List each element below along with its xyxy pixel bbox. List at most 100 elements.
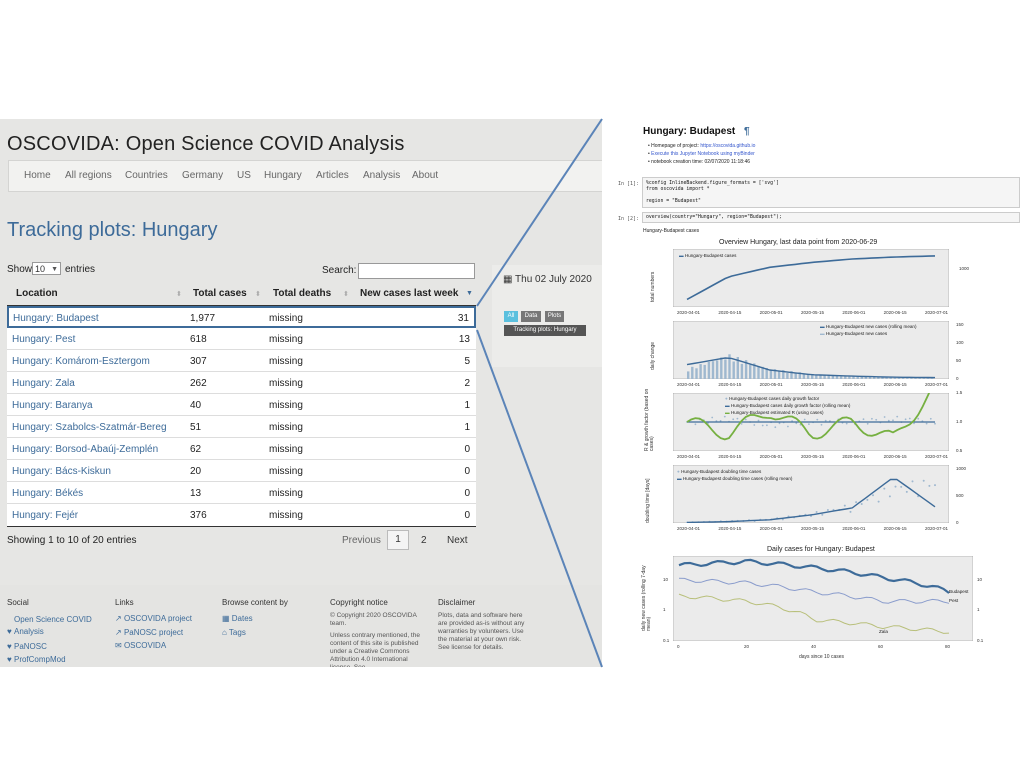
bar-new-cases [806, 373, 810, 379]
nav-countries[interactable]: Countries [125, 170, 168, 181]
point-growth [887, 419, 890, 422]
pagination-previous[interactable]: Previous [342, 535, 381, 546]
point-doubling [843, 504, 846, 507]
table-row[interactable]: Hungary: Borsod-Abaúj-Zemplén 62 missing… [7, 438, 476, 460]
cell-new-cases: 31 [457, 313, 469, 324]
table-row[interactable]: Hungary: Békés 13 missing 0 [7, 482, 476, 504]
point-growth [875, 418, 878, 421]
tag-plots[interactable]: Plots [545, 311, 564, 322]
legend-doubling-rolling: ▬ Hungary-Budapest doubling time cases (… [677, 476, 793, 481]
cell-location[interactable]: Hungary: Békés [12, 488, 84, 499]
cell-new-cases: 0 [464, 510, 470, 521]
table-row[interactable]: Hungary: Zala 262 missing 2 [7, 372, 476, 394]
series-line-rolling [686, 357, 936, 379]
cell-total-cases: 40 [190, 400, 202, 411]
footer-copyright-heading: Copyright notice [330, 598, 388, 607]
table-row[interactable]: Hungary: Baranya 40 missing 1 [7, 394, 476, 416]
col-total-deaths[interactable]: Total deaths [273, 288, 332, 299]
point-doubling [821, 513, 824, 516]
table-row[interactable]: Hungary: Bács-Kiskun 20 missing 0 [7, 460, 476, 482]
entries-select[interactable]: 10 ▼ [32, 262, 61, 275]
point-growth [824, 419, 827, 422]
code-line: overview(country="Hungary", region="Buda… [646, 215, 782, 220]
cell-location[interactable]: Hungary: Fejér [12, 510, 79, 521]
nav-analysis[interactable]: Analysis [363, 170, 401, 181]
footer-browse-tags[interactable]: ⌂ Tags [222, 628, 246, 637]
anchor-icon[interactable]: ¶ [744, 126, 750, 137]
cell-location[interactable]: Hungary: Zala [12, 378, 75, 389]
cell-location[interactable]: Hungary: Pest [12, 334, 76, 345]
footer-link-oscovida-email[interactable]: ✉ OSCOVIDA [115, 641, 166, 650]
bar-new-cases [881, 377, 884, 379]
col-new-cases[interactable]: New cases last week [360, 288, 459, 299]
footer-links-heading: Links [115, 598, 134, 607]
nav-home[interactable]: Home [24, 170, 51, 181]
nav-germany[interactable]: Germany [182, 170, 224, 181]
table-row[interactable]: Hungary: Fejér 376 missing 0 [7, 504, 476, 526]
point-growth [871, 417, 873, 420]
col-total-cases[interactable]: Total cases [193, 288, 247, 299]
bar-new-cases [749, 364, 752, 379]
bar-new-cases [724, 359, 727, 379]
point-growth [925, 422, 928, 425]
search-input[interactable] [358, 263, 475, 279]
footer-social-panosc[interactable]: ♥ PaNOSC [7, 642, 47, 651]
legend-rolling: ▬ Hungary-Budapest new cases (rolling me… [820, 324, 917, 329]
footer-browse-dates[interactable]: ▦ Dates [222, 614, 253, 623]
tag-tracking-plots[interactable]: Tracking plots: Hungary [504, 325, 586, 336]
panel1-ytick: 1000 [959, 266, 970, 271]
series-line-doubling-rolling [686, 478, 936, 523]
legend-growth: ● Hungary-Budapest cases daily growth fa… [725, 396, 820, 401]
cell-new-cases: 0 [464, 444, 470, 455]
bar-new-cases [753, 363, 756, 379]
code-cell-2[interactable]: overview(country="Hungary", region="Buda… [642, 212, 1020, 223]
cell-location[interactable]: Hungary: Bács-Kiskun [12, 466, 111, 477]
table-row[interactable]: Hungary: Szabolcs-Szatmár-Bereg 51 missi… [7, 416, 476, 438]
series-line-zala [678, 593, 950, 634]
tag-data[interactable]: Data [521, 311, 541, 322]
nav-all-regions[interactable]: All regions [65, 170, 112, 181]
pagination-page-1[interactable]: 1 [387, 530, 409, 550]
cell-location[interactable]: Hungary: Komárom-Esztergom [12, 356, 150, 367]
point-growth [929, 417, 932, 420]
bar-new-cases [699, 364, 702, 379]
code-cell-1[interactable]: %config InlineBackend.figure_formats = [… [642, 177, 1020, 208]
legend-cases: ▬ Hungary-Budapest cases [679, 253, 737, 258]
pagination-page-2[interactable]: 2 [421, 535, 427, 546]
cell-location[interactable]: Hungary: Baranya [12, 400, 93, 411]
cell-total-deaths: missing [269, 378, 303, 389]
footer-social-oscovid[interactable]: ♥ Open Science COVID Analysis [7, 614, 99, 638]
binder-link[interactable]: Execute this Jupyter Notebook using myBi… [651, 151, 755, 157]
cell-location[interactable]: Hungary: Szabolcs-Szatmár-Bereg [12, 422, 167, 433]
footer-social-profcompmod[interactable]: ♥ ProfCompMod [7, 655, 66, 664]
bar-new-cases [790, 371, 793, 379]
table-row[interactable]: Hungary: Budapest 1,977 missing 31 [7, 306, 476, 328]
bar-new-cases [711, 361, 715, 379]
x-tick-label: 2020-06-01 [842, 454, 866, 459]
nav-about[interactable]: About [412, 170, 439, 181]
nav-hungary[interactable]: Hungary [264, 170, 302, 181]
point-growth [757, 419, 760, 422]
cell-location[interactable]: Hungary: Borsod-Abaúj-Zemplén [12, 444, 159, 455]
footer-link-oscovida-project[interactable]: ↗ OSCOVIDA project [115, 614, 192, 623]
cell-new-cases: 13 [458, 334, 470, 345]
point-growth [740, 423, 743, 425]
tag-all[interactable]: All [504, 311, 518, 322]
legend-new-cases: ▬ Hungary-Budapest new cases [820, 331, 888, 336]
pagination-next[interactable]: Next [447, 535, 468, 546]
nav-articles[interactable]: Articles [316, 170, 349, 181]
bar-new-cases [839, 376, 843, 379]
bullet-3: • notebook creation time: 02/07/2020 11:… [648, 159, 751, 165]
footer-browse-dates-label: Dates [231, 614, 253, 623]
homepage-link[interactable]: https://oscovida.github.io [700, 143, 756, 149]
col-location[interactable]: Location [16, 288, 58, 299]
daily-title: Daily cases for Hungary: Budapest [767, 546, 875, 553]
cell-location[interactable]: Hungary: Budapest [13, 313, 99, 324]
nav-us[interactable]: US [237, 170, 251, 181]
overview-title: Overview Hungary, last data point from 2… [719, 239, 878, 246]
table-row[interactable]: Hungary: Pest 618 missing 13 [7, 328, 476, 350]
bar-new-cases [798, 372, 801, 379]
footer-link-panosc-project[interactable]: ↗ PaNOSC project [115, 628, 183, 637]
table-row[interactable]: Hungary: Komárom-Esztergom 307 missing 5 [7, 350, 476, 372]
